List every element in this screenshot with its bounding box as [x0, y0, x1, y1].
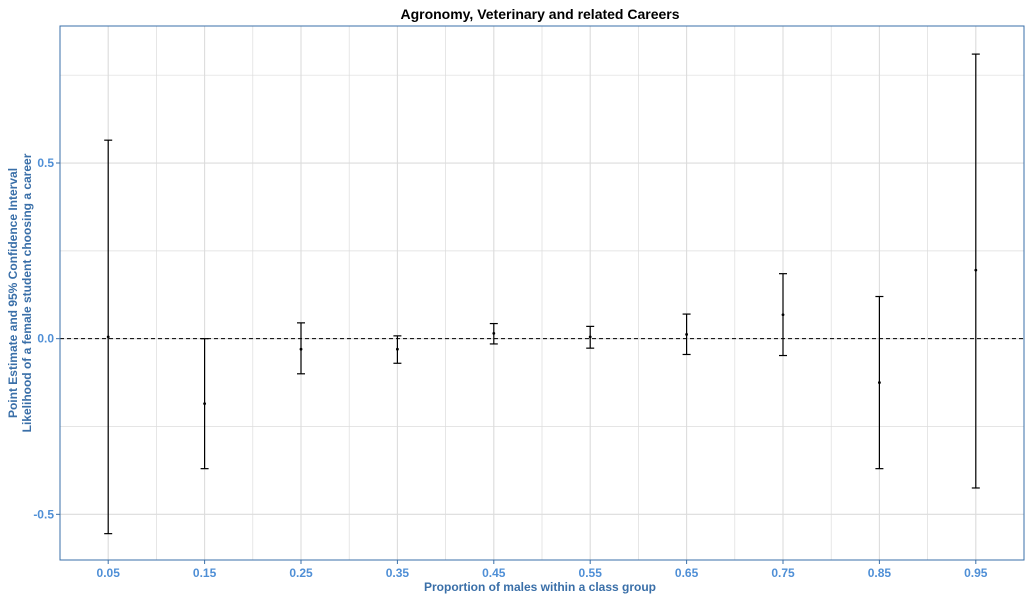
x-tick-label: 0.85 [868, 566, 892, 580]
error-bars [104, 53, 980, 535]
x-tick-label: 0.35 [386, 566, 410, 580]
point-estimate [781, 313, 785, 317]
chart-title: Agronomy, Veterinary and related Careers [400, 6, 679, 22]
x-tick-label: 0.45 [482, 566, 506, 580]
y-axis-ticks: -0.5 0.0 0.5 [33, 156, 60, 521]
x-tick-label: 0.25 [289, 566, 313, 580]
error-bar-0.15 [200, 338, 209, 470]
y-axis-label-line-1: Point Estimate and 95% Confidence Interv… [6, 168, 20, 418]
x-axis-ticks: 0.05 0.15 0.25 0.35 0.45 0.55 0.65 0.75 0.85 0.95 [97, 560, 988, 580]
x-tick-label: 0.05 [97, 566, 121, 580]
x-tick-label: 0.75 [771, 566, 795, 580]
point-estimate [492, 332, 496, 335]
error-bar-0.35 [393, 335, 402, 364]
x-axis-label: Proportion of males within a class group [424, 580, 656, 594]
error-bar-0.05 [104, 139, 113, 535]
x-tick-label: 0.65 [675, 566, 699, 580]
error-bar-0.75 [779, 273, 787, 357]
x-tick-label: 0.15 [193, 566, 217, 580]
point-estimate [878, 381, 881, 384]
point-estimate [588, 335, 592, 339]
x-tick-label: 0.95 [964, 566, 988, 580]
panel-border [59, 25, 1025, 561]
y-tick-label: 0.0 [37, 332, 54, 346]
point-estimate [299, 347, 303, 351]
point-estimate [203, 402, 207, 406]
error-bar-0.25 [297, 322, 305, 375]
y-tick-label: 0.5 [37, 156, 54, 170]
error-bar-0.85 [875, 295, 884, 470]
error-bar-0.45 [489, 322, 498, 345]
grid [59, 26, 1025, 560]
point-estimate [685, 333, 688, 336]
error-bar-0.55 [586, 325, 595, 349]
y-axis-label-line-2: Likelihood of a female student choosing … [20, 153, 34, 432]
error-bar-0.95 [971, 53, 980, 489]
point-estimate [974, 268, 978, 272]
point-estimate [106, 335, 110, 339]
point-estimate [396, 347, 399, 351]
error-bar-0.65 [682, 313, 691, 356]
x-tick-label: 0.55 [579, 566, 603, 580]
y-tick-label: -0.5 [33, 507, 54, 521]
